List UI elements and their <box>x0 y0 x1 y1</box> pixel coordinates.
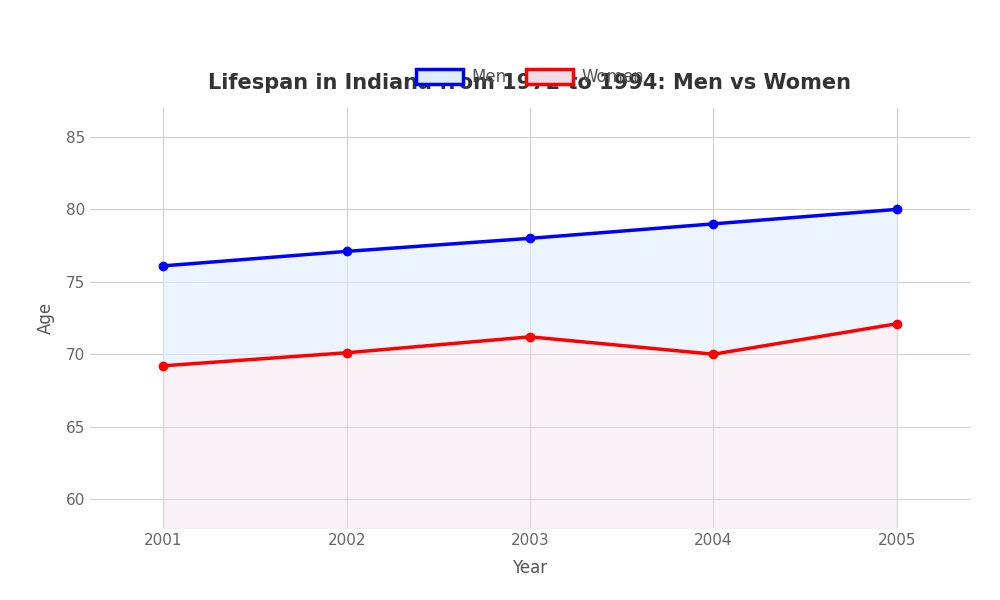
Legend: Men, Women: Men, Women <box>409 62 651 93</box>
X-axis label: Year: Year <box>512 559 548 577</box>
Y-axis label: Age: Age <box>37 302 55 334</box>
Title: Lifespan in Indiana from 1972 to 1994: Men vs Women: Lifespan in Indiana from 1972 to 1994: M… <box>208 73 852 92</box>
